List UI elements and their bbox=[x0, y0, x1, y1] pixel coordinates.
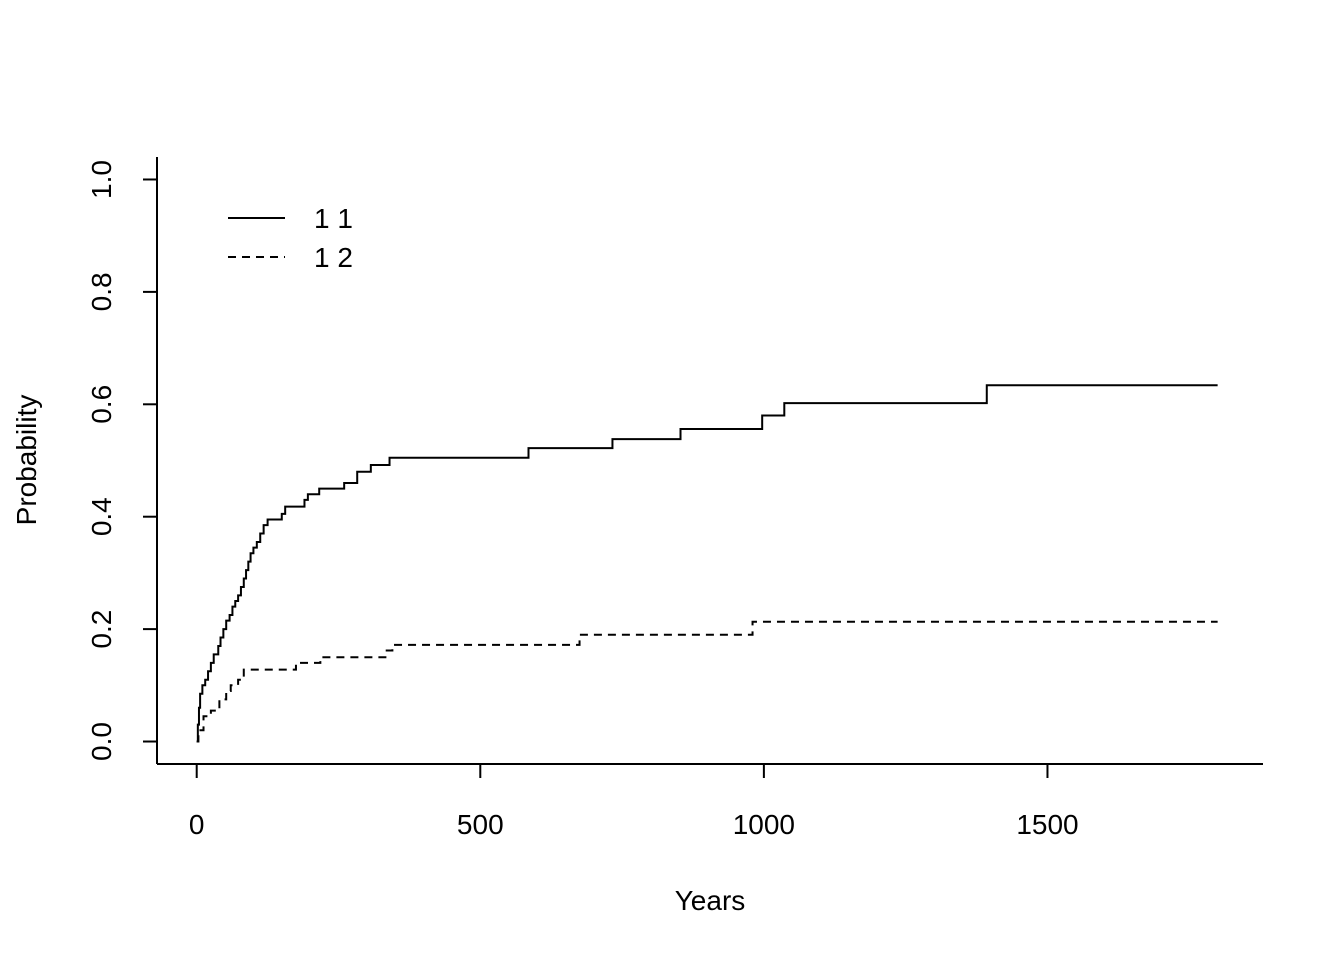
y-tick-label: 1.0 bbox=[86, 160, 117, 199]
legend: 1 11 2 bbox=[228, 203, 353, 273]
y-tick-label: 0.8 bbox=[86, 272, 117, 311]
y-axis-title: Probability bbox=[11, 395, 42, 526]
x-axis-title: Years bbox=[675, 885, 746, 916]
y-tick-label: 0.0 bbox=[86, 722, 117, 761]
series-line-1-1 bbox=[196, 384, 1218, 743]
legend-label: 1 2 bbox=[314, 242, 353, 273]
axes: 0 500 1000 1500 0.0 0.2 0.4 0.6 0.8 1.0 bbox=[86, 157, 1263, 840]
x-tick-label: 500 bbox=[457, 809, 504, 840]
y-tick-label: 0.2 bbox=[86, 610, 117, 649]
x-tick-label: 0 bbox=[189, 809, 205, 840]
series-layer bbox=[196, 384, 1218, 743]
series-line-1-2 bbox=[196, 620, 1218, 743]
x-tick-label: 1500 bbox=[1016, 809, 1078, 840]
y-tick-label: 0.6 bbox=[86, 385, 117, 424]
x-tick-label: 1000 bbox=[733, 809, 795, 840]
legend-label: 1 1 bbox=[314, 203, 353, 234]
y-tick-label: 0.4 bbox=[86, 497, 117, 536]
